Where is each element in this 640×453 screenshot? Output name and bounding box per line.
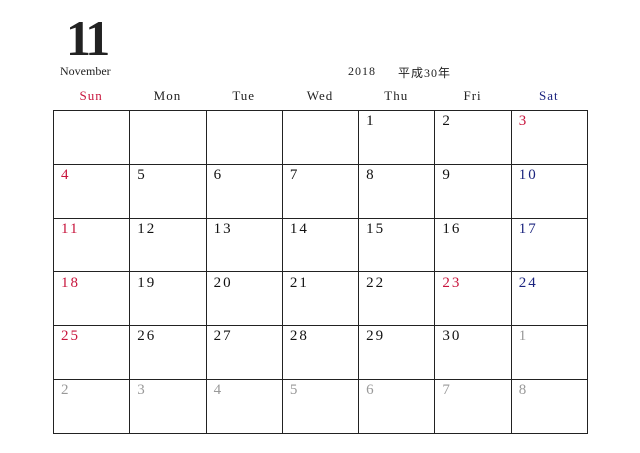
day-cell	[205, 110, 283, 165]
day-cell: 6	[205, 163, 283, 219]
day-number: 22	[366, 274, 386, 291]
calendar-grid: 1 2 3 4 5 6 7 8 9 10 11 12 13 14 15 16 17 18 19 20 21 22 23 24 2…	[53, 110, 588, 434]
day-cell: 11	[53, 217, 131, 273]
day-cell: 22	[358, 271, 436, 327]
day-number: 7	[289, 166, 300, 183]
day-cell: 18	[53, 271, 131, 327]
weekday-label: Mon	[153, 88, 182, 103]
day-number: 8	[366, 166, 376, 183]
day-number: 3	[137, 382, 147, 399]
weekday-label: Wed	[306, 88, 334, 103]
day-number: 13	[213, 220, 233, 237]
day-number: 18	[61, 274, 80, 291]
day-number: 7	[442, 382, 452, 399]
day-cell: 8	[510, 379, 588, 434]
day-cell: 16	[434, 217, 512, 273]
day-cell: 13	[205, 217, 283, 273]
day-cell: 12	[129, 217, 207, 273]
day-number: 14	[289, 220, 309, 237]
day-number: 6	[366, 382, 376, 399]
day-number: 29	[366, 328, 386, 345]
day-number: 24	[518, 274, 538, 291]
day-cell: 3	[129, 379, 207, 434]
day-number: 17	[518, 220, 538, 237]
day-cell: 4	[205, 379, 283, 434]
day-number: 23	[442, 274, 462, 291]
day-cell	[53, 110, 131, 165]
day-number: 19	[137, 274, 157, 291]
day-cell: 10	[510, 163, 588, 219]
day-cell: 17	[510, 217, 588, 273]
day-cell	[129, 110, 207, 165]
day-number: 10	[518, 166, 538, 183]
day-cell: 24	[510, 271, 588, 327]
day-cell: 19	[129, 271, 207, 327]
day-number: 30	[442, 328, 462, 345]
month-number: 11	[66, 10, 110, 66]
day-number: 4	[213, 382, 224, 399]
day-cell: 15	[358, 217, 436, 273]
weekday-label: Fri	[463, 88, 482, 103]
day-number: 4	[61, 166, 71, 183]
day-cell: 28	[281, 325, 360, 381]
day-cell: 20	[205, 271, 283, 327]
day-cell: 7	[281, 163, 360, 219]
day-number: 5	[137, 166, 147, 183]
weekday-label: Sun	[79, 88, 103, 103]
day-cell: 5	[281, 379, 360, 434]
day-cell: 6	[358, 379, 436, 434]
day-number: 15	[366, 220, 386, 237]
day-number: 26	[137, 328, 157, 345]
day-number: 2	[61, 382, 71, 399]
day-cell: 7	[434, 379, 512, 434]
day-cell: 27	[205, 325, 283, 381]
day-cell	[281, 110, 360, 165]
day-number: 20	[213, 274, 233, 291]
day-cell: 1	[510, 325, 588, 381]
day-cell: 3	[510, 110, 588, 165]
day-number: 8	[518, 382, 529, 399]
day-cell: 4	[53, 163, 131, 219]
day-number: 6	[213, 166, 224, 183]
day-cell: 25	[53, 325, 131, 381]
day-number: 5	[289, 382, 300, 399]
day-cell: 14	[281, 217, 360, 273]
day-number: 21	[289, 274, 309, 291]
day-cell: 23	[434, 271, 512, 327]
day-number: 16	[442, 220, 462, 237]
day-cell: 1	[358, 110, 436, 165]
day-number: 2	[442, 113, 452, 129]
weekday-label: Tue	[232, 88, 256, 103]
day-cell: 21	[281, 271, 360, 327]
year: 2018	[348, 64, 376, 78]
day-cell: 8	[358, 163, 436, 219]
day-number: 27	[213, 328, 233, 345]
day-number: 11	[61, 220, 80, 237]
day-number: 9	[442, 166, 452, 183]
weekday-label: Thu	[384, 88, 409, 103]
day-cell: 30	[434, 325, 512, 381]
day-number: 28	[289, 328, 309, 345]
day-cell: 2	[53, 379, 131, 434]
day-number: 1	[518, 328, 529, 345]
day-number: 3	[518, 113, 529, 129]
weekday-label: Sat	[539, 88, 559, 103]
day-cell: 5	[129, 163, 207, 219]
day-number: 25	[61, 328, 80, 345]
day-number: 1	[366, 113, 376, 129]
month-name: November	[60, 64, 111, 78]
day-number: 12	[137, 220, 157, 237]
day-cell: 29	[358, 325, 436, 381]
day-cell: 9	[434, 163, 512, 219]
day-cell: 2	[434, 110, 512, 165]
era-year: 平成30年	[398, 66, 452, 80]
day-cell: 26	[129, 325, 207, 381]
